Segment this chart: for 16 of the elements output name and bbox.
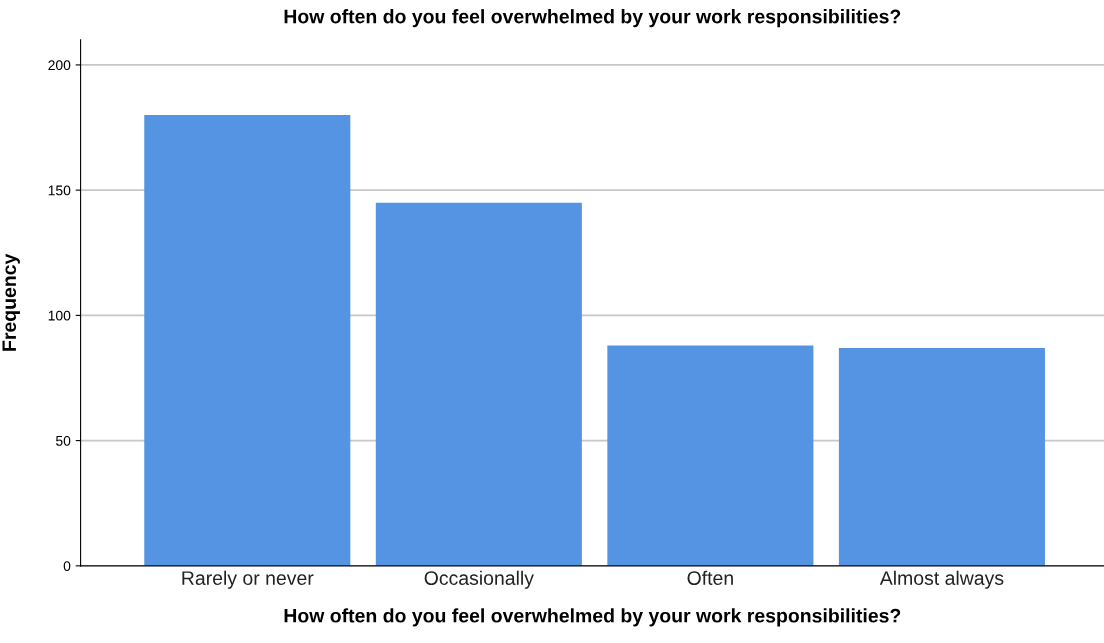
y-tick-label: 50 — [55, 435, 71, 446]
x-axis-title: How often do you feel overwhelmed by your work responsibilities? — [284, 608, 901, 627]
chart-title: How often do you feel overwhelmed by your work responsibilities? — [284, 9, 901, 28]
bar — [375, 202, 582, 566]
x-tick-label: Rarely or never — [182, 570, 314, 589]
x-tick-label: Often — [687, 570, 733, 585]
x-tick-label: Almost always — [879, 570, 1004, 589]
bar — [607, 345, 814, 566]
bar — [838, 347, 1045, 566]
y-tick-label: 0 — [63, 561, 71, 572]
y-axis-title: Frequency — [2, 253, 20, 351]
y-tick-label: 100 — [48, 310, 71, 321]
x-tick-label: Occasionally — [424, 570, 534, 589]
y-tick-label: 200 — [48, 60, 71, 71]
bar — [144, 115, 351, 566]
y-tick-label: 150 — [48, 185, 71, 196]
